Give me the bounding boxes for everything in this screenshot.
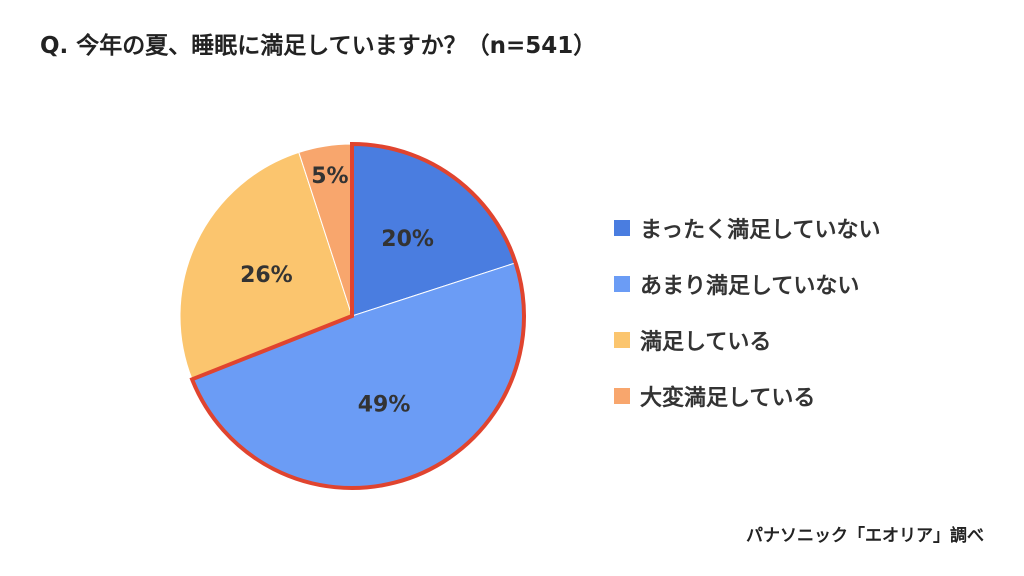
slice-label-3: 26% (240, 263, 293, 288)
legend-item-3: 満足している (614, 312, 880, 368)
slice-label-1: 20% (381, 227, 434, 252)
legend-item-2: あまり満足していない (614, 256, 880, 312)
legend-label: 大変満足している (640, 386, 816, 411)
pie-slice-3 (179, 151, 353, 380)
legend-item-4: 大変満足している (614, 368, 880, 424)
source-note: パナソニック「エオリア」調べ (746, 526, 984, 546)
legend-item-1: まったく満足していない (614, 200, 880, 256)
highlight-outline (189, 141, 526, 490)
legend-label: あまり満足していない (640, 274, 860, 299)
legend-label: まったく満足していない (640, 218, 881, 243)
legend-label: 満足している (640, 330, 772, 355)
chart-title: Q. 今年の夏、睡眠に満足していますか？（n=541） (40, 33, 597, 59)
slice-label-2: 49% (358, 393, 411, 418)
legend-swatch (614, 220, 630, 236)
legend-swatch (614, 276, 630, 292)
slice-label-4: 5% (311, 164, 348, 189)
legend: まったく満足していない あまり満足していない 満足している大変満足している (614, 200, 880, 424)
legend-swatch (614, 332, 630, 348)
legend-swatch (614, 388, 630, 404)
